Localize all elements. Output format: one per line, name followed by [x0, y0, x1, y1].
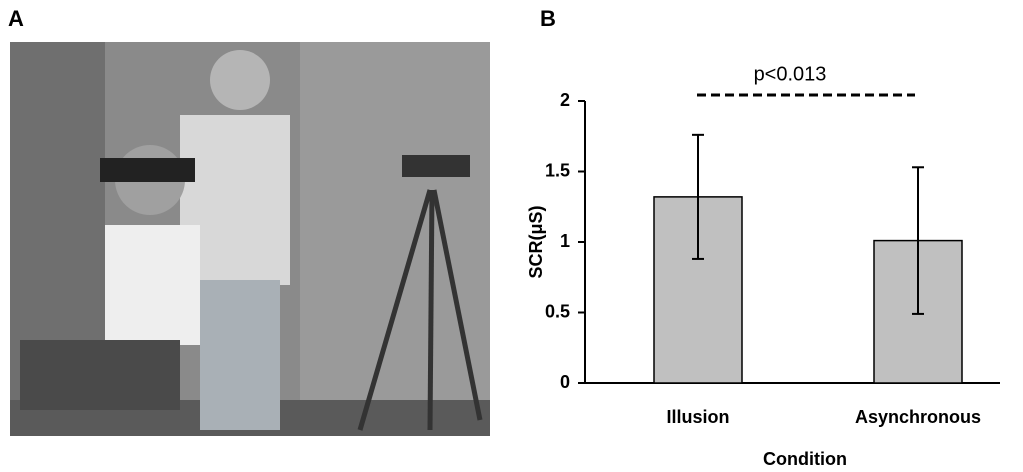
y-tick-label: 1.5 [545, 160, 570, 180]
y-axis-label: SCR(μS) [526, 205, 546, 278]
y-tick-label: 2 [560, 90, 570, 110]
panel-label: B [540, 6, 556, 31]
x-tick-label: Illusion [667, 407, 730, 427]
y-tick-label: 0.5 [545, 301, 570, 321]
x-tick-label: Asynchronous [855, 407, 981, 427]
panel-label: A [8, 6, 24, 31]
y-tick-label: 0 [560, 372, 570, 392]
annotation: p<0.013 [754, 63, 827, 85]
y-tick-label: 1 [560, 231, 570, 251]
x-axis-label: Condition [763, 449, 847, 469]
photo [10, 42, 490, 436]
